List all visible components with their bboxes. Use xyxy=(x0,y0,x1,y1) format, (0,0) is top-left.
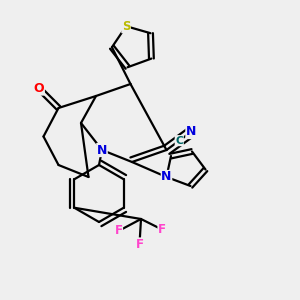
Text: F: F xyxy=(136,238,143,251)
Text: F: F xyxy=(115,224,122,238)
Text: F: F xyxy=(158,223,166,236)
Text: O: O xyxy=(34,82,44,95)
Text: N: N xyxy=(97,143,107,157)
Text: N: N xyxy=(161,170,172,184)
Text: S: S xyxy=(122,20,130,33)
Text: C: C xyxy=(175,136,183,146)
Text: N: N xyxy=(186,125,196,139)
